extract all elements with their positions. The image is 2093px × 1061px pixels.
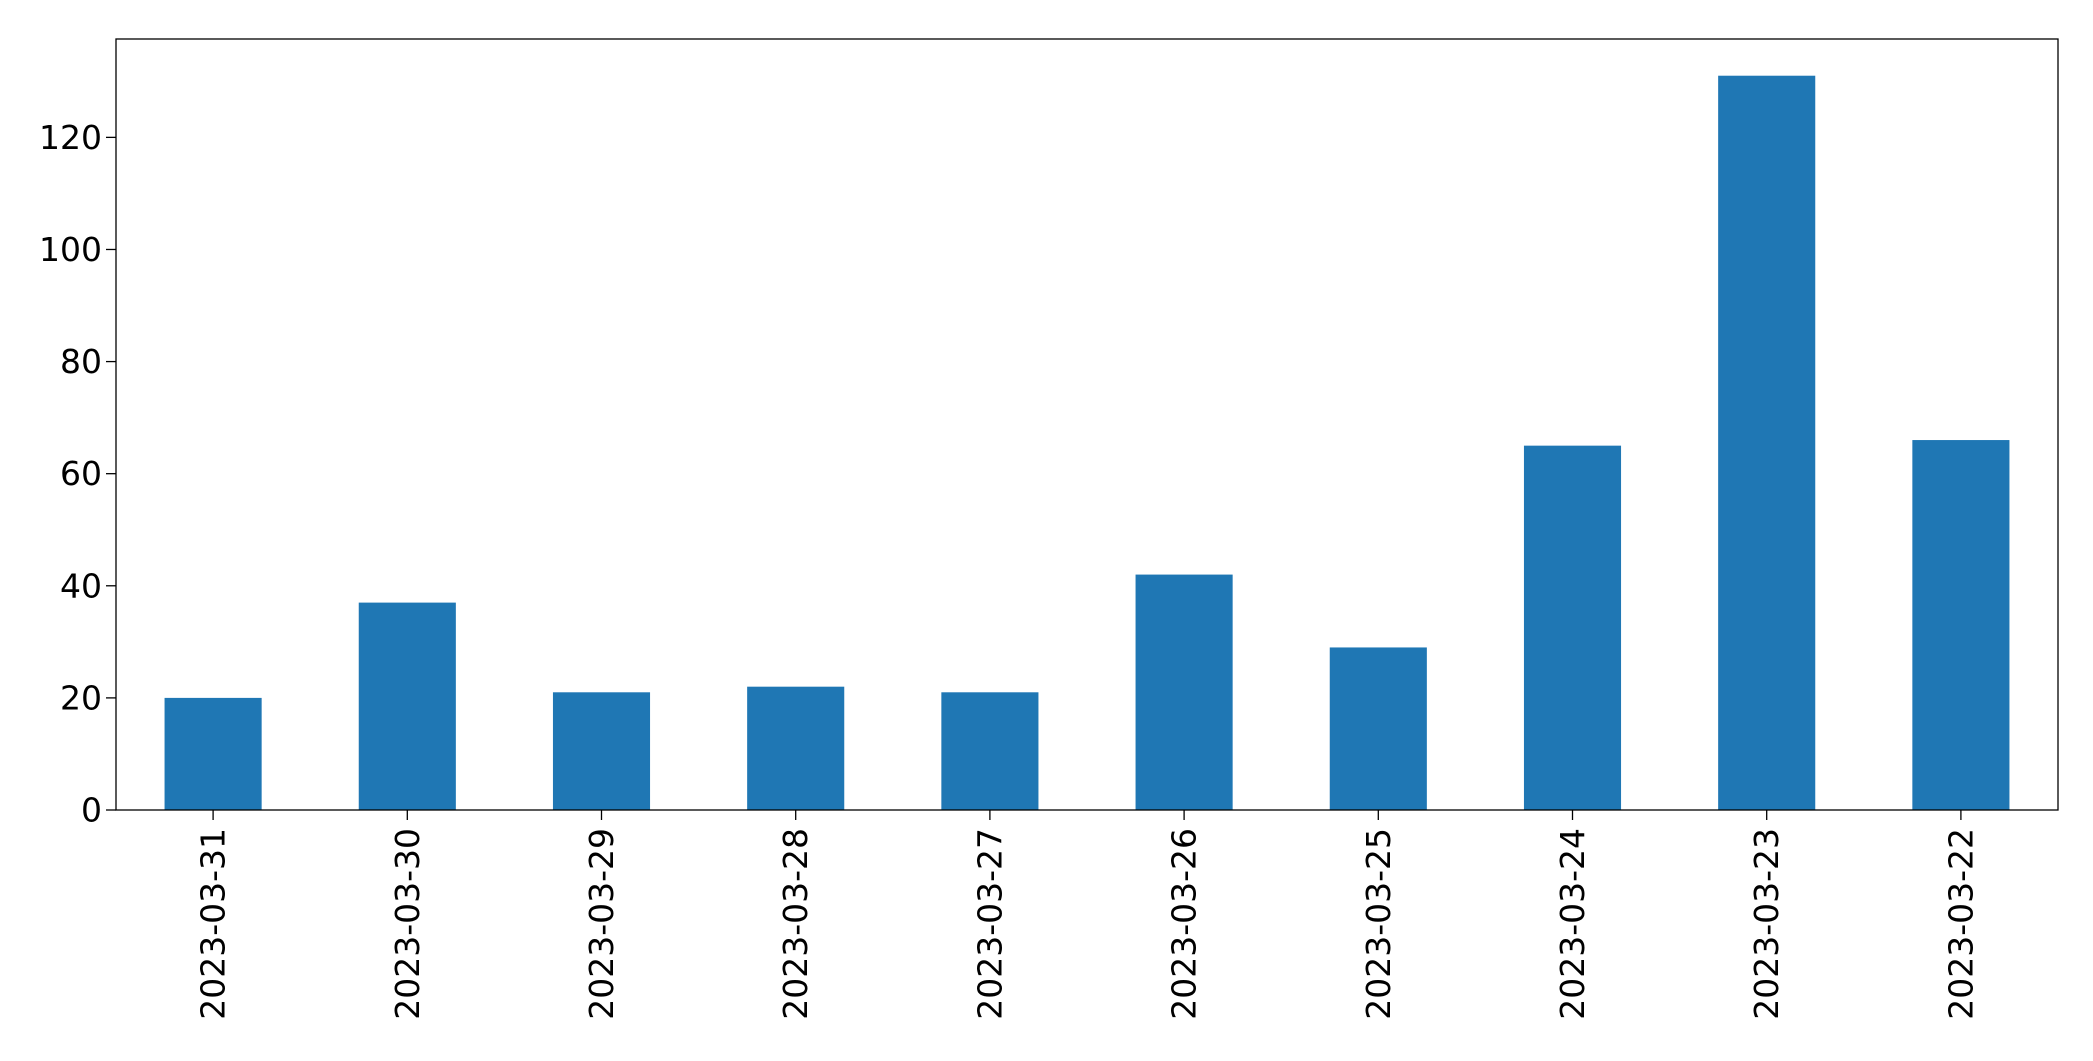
bar-2023-03-29 xyxy=(552,692,651,810)
x-tick-label: 2023-03-29 xyxy=(582,828,621,1020)
x-tick-label: 2023-03-30 xyxy=(388,828,427,1020)
bar-2023-03-22 xyxy=(1912,440,2010,810)
plot-frame xyxy=(115,38,2059,811)
bars-group xyxy=(164,75,2010,810)
bar-2023-03-23 xyxy=(1718,75,1816,810)
x-tick-label: 2023-03-31 xyxy=(194,828,233,1020)
x-tick-label: 2023-03-24 xyxy=(1553,828,1592,1020)
x-tick-label: 2023-03-22 xyxy=(1941,828,1980,1020)
y-tick-label: 80 xyxy=(60,342,102,381)
bar-2023-03-30 xyxy=(358,602,456,810)
bar-2023-03-25 xyxy=(1329,647,1427,810)
bar-2023-03-24 xyxy=(1523,445,1622,810)
x-tick-label: 2023-03-28 xyxy=(776,828,815,1020)
bar-2023-03-28 xyxy=(747,686,845,810)
x-tick-label: 2023-03-26 xyxy=(1165,828,1204,1020)
x-tick-label: 2023-03-23 xyxy=(1747,828,1786,1020)
y-tick-label: 60 xyxy=(60,454,102,493)
y-axis: 0 20 40 60 80 100 120 xyxy=(39,118,116,830)
bar-2023-03-27 xyxy=(941,692,1039,810)
bar-2023-03-26 xyxy=(1135,574,1233,810)
y-tick-label: 20 xyxy=(60,678,102,717)
x-tick-label: 2023-03-25 xyxy=(1359,828,1398,1020)
x-axis: 2023-03-31 2023-03-30 2023-03-29 2023-03-28… xyxy=(194,810,1980,1020)
bar-2023-03-31 xyxy=(164,697,262,810)
y-tick-label: 40 xyxy=(60,566,102,605)
y-tick-label: 0 xyxy=(81,791,102,830)
y-tick-label: 120 xyxy=(39,118,102,157)
y-tick-label: 100 xyxy=(39,230,102,269)
x-tick-label: 2023-03-27 xyxy=(970,828,1009,1020)
